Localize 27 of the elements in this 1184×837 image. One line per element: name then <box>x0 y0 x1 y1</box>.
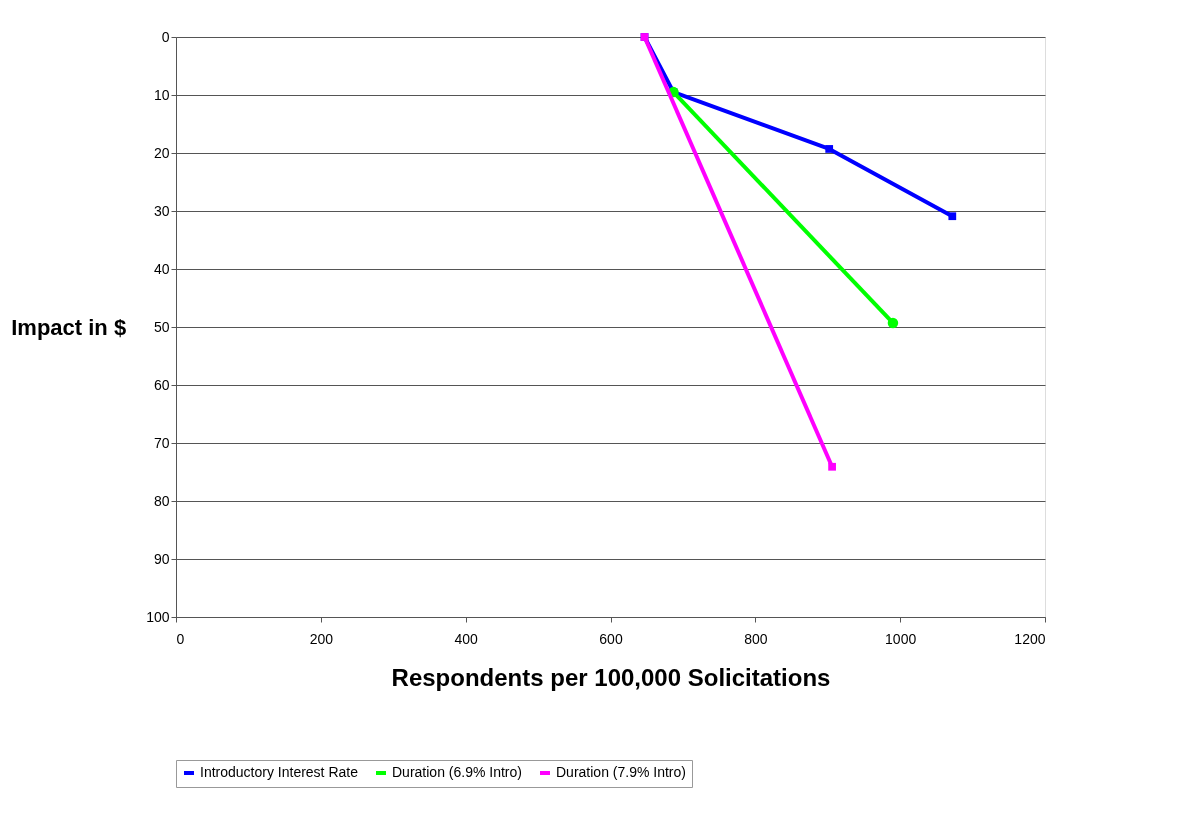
x-tick-label: 400 <box>454 630 479 647</box>
y-tick-label: 80 <box>153 492 170 509</box>
x-axis-title: Respondents per 100,000 Solicitations <box>391 663 831 691</box>
y-tick-label: 30 <box>153 202 170 219</box>
legend-label: Duration (6.9% Intro) <box>392 764 522 780</box>
y-tick-label: 40 <box>153 260 170 277</box>
point <box>828 462 836 471</box>
x-tick-label: 200 <box>309 630 334 647</box>
x-tick-label: 1200 <box>1014 630 1046 647</box>
x-tick-label: 800 <box>744 630 768 647</box>
x-tick-label: 0 <box>176 630 185 647</box>
point <box>887 317 899 329</box>
y-tick-label: 10 <box>153 86 170 103</box>
y-tick-label: 60 <box>153 376 170 393</box>
y-tick-label: 100 <box>146 608 170 625</box>
x-tick-label: 1000 <box>885 630 917 647</box>
y-tick-label: 70 <box>153 434 170 451</box>
point <box>948 212 957 221</box>
point <box>825 145 834 153</box>
x-tick-label: 600 <box>599 630 623 647</box>
legend-label: Introductory Interest Rate <box>200 764 359 780</box>
y-tick-label: 50 <box>153 318 170 335</box>
y-tick-label: 20 <box>153 144 170 161</box>
y-tick-label: 0 <box>161 28 170 45</box>
y-tick-label: 90 <box>153 550 170 567</box>
legend-label: Duration (7.9% Intro) <box>556 764 686 780</box>
y-axis-title: Impact in $ <box>11 314 127 340</box>
